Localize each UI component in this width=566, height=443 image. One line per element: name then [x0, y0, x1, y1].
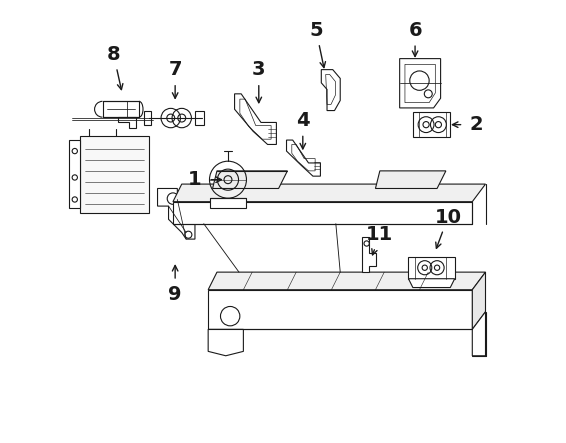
- Polygon shape: [472, 312, 486, 356]
- Polygon shape: [362, 237, 376, 272]
- Polygon shape: [157, 188, 195, 239]
- Polygon shape: [286, 140, 320, 176]
- Text: 8: 8: [107, 45, 121, 64]
- Polygon shape: [321, 70, 340, 111]
- Text: 7: 7: [169, 60, 182, 79]
- Polygon shape: [234, 94, 276, 144]
- Text: 5: 5: [309, 20, 323, 39]
- Polygon shape: [211, 198, 246, 208]
- Polygon shape: [173, 184, 486, 202]
- Text: 11: 11: [366, 225, 393, 244]
- Polygon shape: [144, 111, 151, 125]
- Polygon shape: [208, 290, 472, 329]
- Polygon shape: [472, 272, 486, 329]
- Polygon shape: [409, 279, 454, 288]
- Polygon shape: [118, 117, 135, 128]
- Text: 1: 1: [188, 170, 201, 189]
- Polygon shape: [213, 171, 288, 188]
- Text: 9: 9: [169, 285, 182, 303]
- Text: 3: 3: [252, 60, 265, 79]
- Polygon shape: [102, 101, 139, 117]
- Polygon shape: [173, 202, 472, 224]
- Polygon shape: [208, 329, 243, 356]
- Text: 10: 10: [435, 208, 462, 227]
- Text: 4: 4: [296, 111, 310, 130]
- Polygon shape: [400, 58, 440, 108]
- Text: 2: 2: [470, 115, 483, 134]
- Polygon shape: [70, 140, 80, 208]
- Polygon shape: [195, 111, 204, 125]
- Polygon shape: [208, 272, 486, 290]
- Polygon shape: [375, 171, 446, 188]
- Polygon shape: [409, 256, 454, 279]
- Polygon shape: [413, 113, 451, 137]
- Polygon shape: [80, 136, 149, 213]
- Text: 6: 6: [408, 20, 422, 39]
